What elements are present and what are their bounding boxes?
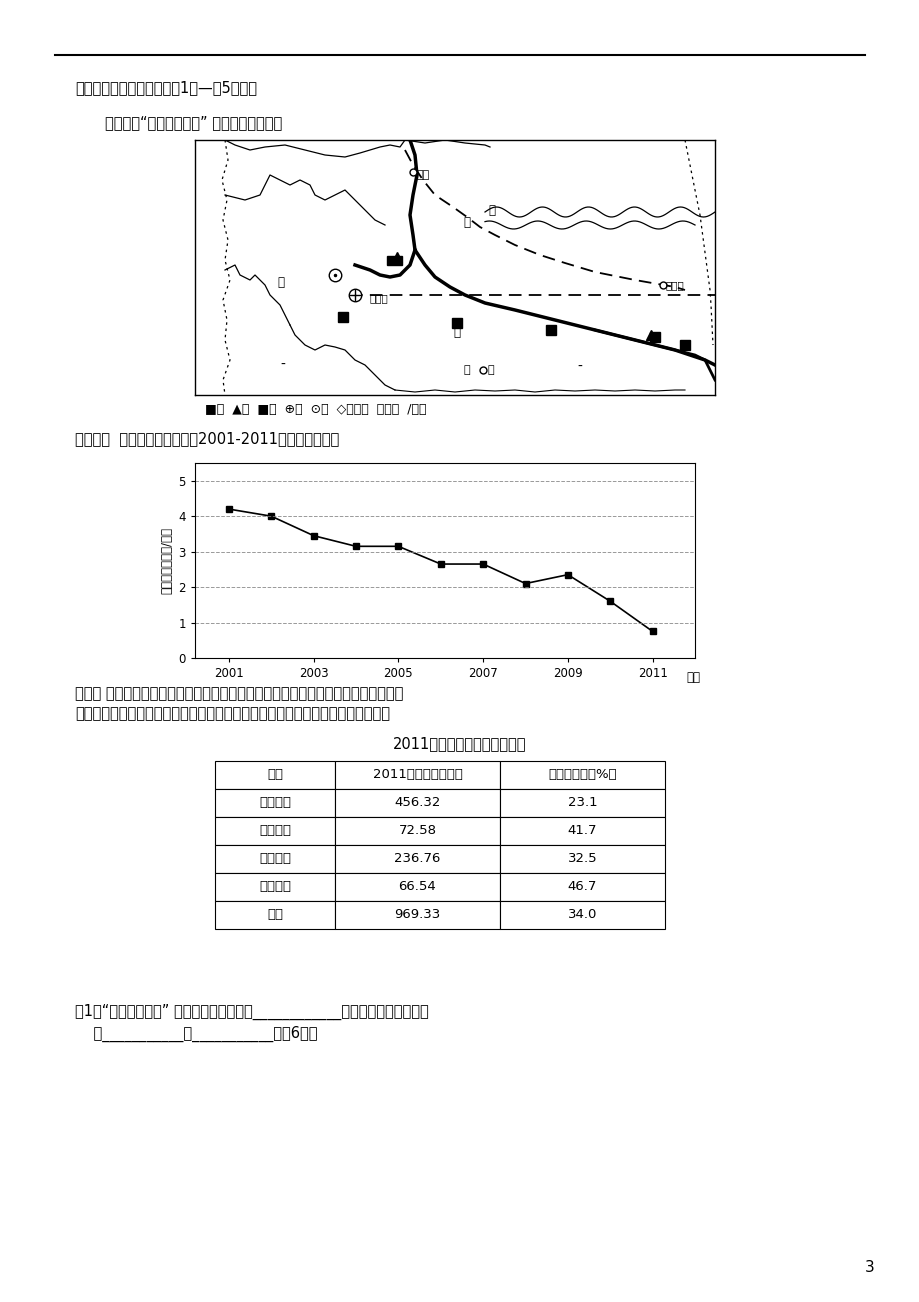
Text: 236.76: 236.76 — [394, 853, 440, 866]
Text: 甲: 甲 — [462, 216, 470, 228]
Text: 32.5: 32.5 — [567, 853, 596, 866]
Text: 41.7: 41.7 — [567, 824, 596, 837]
Text: 3: 3 — [864, 1260, 874, 1276]
Bar — [499, 760, 664, 789]
Bar — [335, 874, 499, 901]
Bar — [215, 760, 335, 789]
Text: 钒针产业: 钒针产业 — [259, 880, 290, 893]
Text: -: - — [280, 358, 285, 372]
Text: 2011年攀枝花工业产値统计表: 2011年攀枝花工业产値统计表 — [392, 736, 527, 751]
Text: 江: 江 — [487, 203, 494, 216]
Bar — [499, 816, 664, 845]
Bar — [499, 901, 664, 930]
Y-axis label: 年输沙量（亿吨/年）: 年输沙量（亿吨/年） — [160, 527, 173, 594]
Text: 工业: 工业 — [267, 909, 283, 922]
Text: 钐铁产业: 钐铁产业 — [259, 797, 290, 810]
Text: 46.7: 46.7 — [567, 880, 596, 893]
Text: 材料二：  甲河段水文站测绘的2001-2011年输沙量变化图: 材料二： 甲河段水文站测绘的2001-2011年输沙量变化图 — [75, 431, 339, 447]
Text: 23.1: 23.1 — [567, 797, 596, 810]
Text: 材料一：“攀西－六盘水” 资源富集区示意图: 材料一：“攀西－六盘水” 资源富集区示意图 — [105, 115, 282, 130]
Bar — [499, 789, 664, 816]
Bar — [499, 874, 664, 901]
Text: -: - — [577, 359, 582, 374]
Text: 金: 金 — [277, 276, 284, 289]
Text: 969.33: 969.33 — [394, 909, 440, 922]
Text: 能源产业: 能源产业 — [259, 853, 290, 866]
Bar — [335, 760, 499, 789]
Text: 34.0: 34.0 — [567, 909, 596, 922]
Bar — [215, 816, 335, 845]
Bar — [215, 845, 335, 874]
Text: （1）“攀西－六盘水” 资源富集区共跨我国____________个省，其优势能源主要: （1）“攀西－六盘水” 资源富集区共跨我国____________个省，其优势能… — [75, 1004, 428, 1021]
Text: 昆: 昆 — [463, 365, 470, 375]
Text: 钒针材料为主的机械制造业仍处在起步阶段，同时，一些关键技术瓶颈尚未突破。: 钒针材料为主的机械制造业仍处在起步阶段，同时，一些关键技术瓶颈尚未突破。 — [75, 706, 390, 721]
Text: 有___________和___________。（6分）: 有___________和___________。（6分） — [75, 1026, 317, 1042]
Text: 化工产业: 化工产业 — [259, 824, 290, 837]
Text: 西昌: 西昌 — [416, 171, 430, 180]
Text: 比上年增长（%）: 比上年增长（%） — [548, 768, 616, 781]
Bar — [335, 901, 499, 930]
Bar — [335, 816, 499, 845]
Bar — [215, 901, 335, 930]
Bar — [387, 256, 402, 266]
Text: 66.54: 66.54 — [398, 880, 436, 893]
Text: 年份: 年份 — [686, 671, 699, 684]
Text: 明: 明 — [487, 365, 494, 375]
Text: 456.32: 456.32 — [394, 797, 440, 810]
Text: ■燤  ▲铁  ■铜  ⊕针  ⊙钒  ◇水电站  一铁路  /省界: ■燤 ▲铁 ■铜 ⊕针 ⊙钒 ◇水电站 一铁路 /省界 — [205, 404, 426, 417]
Text: 材料三 攀枝花钒针产业多呢中小企业零星分布，产品主要是针白粉、高钒铁等，以含: 材料三 攀枝花钒针产业多呢中小企业零星分布，产品主要是针白粉、高钒铁等，以含 — [75, 686, 403, 700]
Bar — [335, 845, 499, 874]
Text: 六盘水: 六盘水 — [665, 280, 684, 290]
Bar — [215, 874, 335, 901]
Text: 产业: 产业 — [267, 768, 283, 781]
Text: 2011年产値（亿元）: 2011年产値（亿元） — [372, 768, 462, 781]
Text: 沙: 沙 — [452, 327, 460, 340]
Bar — [499, 845, 664, 874]
Bar — [215, 789, 335, 816]
Text: 材料结合所学知识，回答（1）—（5）题。: 材料结合所学知识，回答（1）—（5）题。 — [75, 79, 256, 95]
Text: 72.58: 72.58 — [398, 824, 436, 837]
Bar — [335, 789, 499, 816]
Text: 攀枝花: 攀枝花 — [369, 293, 389, 303]
